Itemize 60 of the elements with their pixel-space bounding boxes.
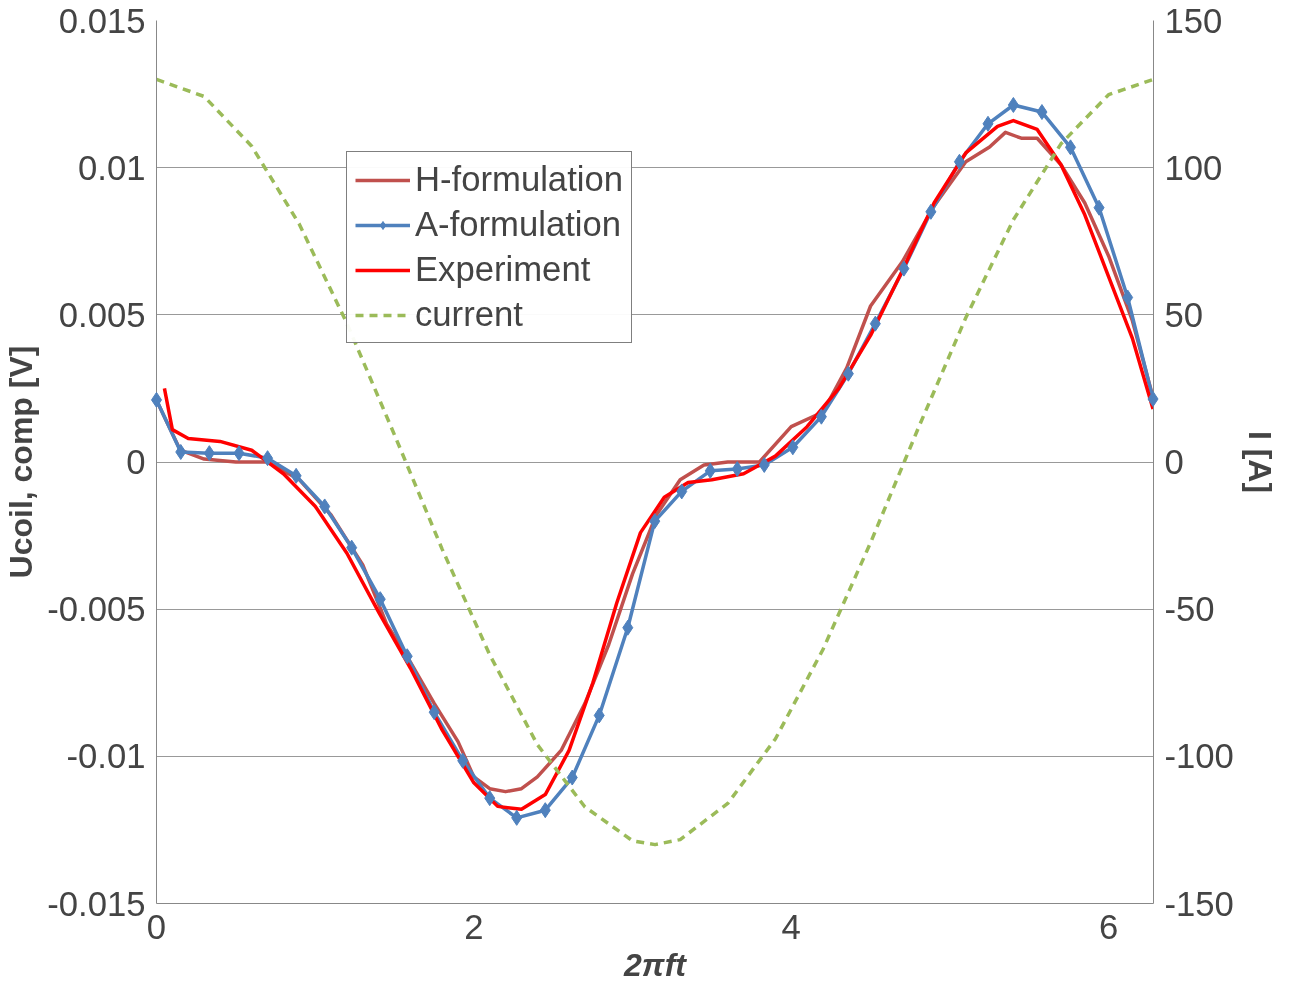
legend-label: Experiment [415,250,591,289]
point [319,498,331,515]
point [815,408,827,425]
point [484,790,496,807]
point [566,769,578,786]
y-tick-label: -0.01 [66,737,146,776]
y-tick-label: 0.015 [58,1,146,40]
x-tick-label: 6 [1098,907,1119,946]
point [953,153,965,170]
point [925,203,937,220]
y2-tick-label: 100 [1164,148,1223,187]
point [869,315,881,332]
point [175,443,187,460]
x-tick-label: 4 [781,907,801,946]
y-tick-label: 0 [126,443,146,481]
y2-tick-label: 0 [1164,443,1184,481]
y2-tick-label: -150 [1164,884,1234,923]
point [1122,289,1134,306]
point [1036,104,1048,121]
point [457,752,469,769]
point [982,115,994,132]
legend-label: current [415,295,523,334]
y2-tick-label: 50 [1164,295,1204,334]
point [374,591,386,608]
point [649,513,661,530]
point [1147,391,1159,408]
point [511,809,523,826]
point [1065,139,1077,156]
point [539,802,551,819]
y-tick-label: -0.015 [47,884,146,923]
y-tick-label: 0.005 [58,295,146,334]
point [787,439,799,456]
point [262,450,274,467]
point [898,260,910,277]
point [233,445,245,462]
x-axis-title: 2πft [623,946,688,983]
point [758,456,770,473]
y2-tick-label: 150 [1164,1,1223,40]
point [401,648,413,665]
y-axis-title: Ucoil, comp [V] [3,345,40,579]
point [704,462,716,479]
y2-tick-label: -100 [1164,737,1234,776]
y2-tick-label: -50 [1164,590,1215,629]
point [676,483,688,500]
point [622,619,634,636]
y-tick-label: 0.01 [78,148,146,187]
point [203,445,215,462]
x-tick-label: 2 [464,907,484,946]
legend-label: A-formulation [415,205,622,244]
point [346,539,358,556]
y2-axis-title: I [A] [1241,430,1278,494]
y-tick-label: -0.005 [47,590,146,629]
legend-label: H-formulation [415,160,624,199]
point [428,704,440,721]
point [842,365,854,382]
point [1093,199,1105,216]
point [593,707,605,724]
point [731,461,743,478]
point [290,467,302,484]
point [1007,96,1019,113]
